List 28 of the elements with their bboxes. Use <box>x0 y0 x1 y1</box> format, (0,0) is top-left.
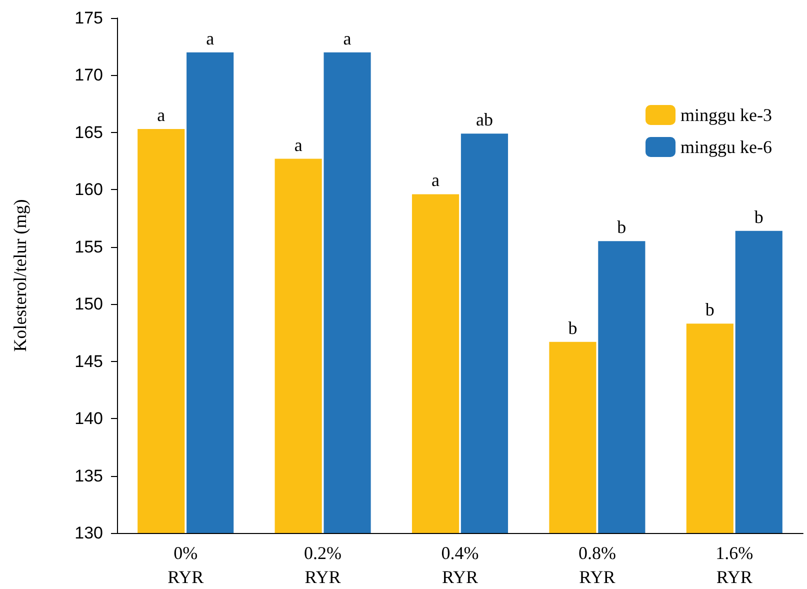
data-label: a <box>294 134 302 155</box>
data-label: b <box>617 217 626 238</box>
legend-label: minggu ke-3 <box>680 105 772 125</box>
data-label: ab <box>476 110 493 130</box>
x-tick-label: 0.4% RYR <box>441 543 479 587</box>
data-label: b <box>705 300 714 320</box>
y-tick-label: 140 <box>74 409 103 428</box>
y-tick-label: 175 <box>74 8 103 28</box>
x-tick-label: 1.6% RYR <box>716 543 754 587</box>
x-tick-label: 0.2% RYR <box>304 543 342 587</box>
y-tick-label: 135 <box>74 466 103 486</box>
legend-label: minggu ke-6 <box>680 137 772 157</box>
y-tick-label: 170 <box>74 66 103 85</box>
data-label: b <box>754 206 764 227</box>
x-tick-label: 0% RYR <box>168 543 204 587</box>
data-label: a <box>206 28 214 48</box>
y-tick-label: 150 <box>74 294 103 314</box>
y-tick-label: 160 <box>74 180 103 200</box>
data-label: b <box>568 318 578 338</box>
y-tick-label: 165 <box>74 122 103 142</box>
data-label: a <box>343 28 352 48</box>
x-tick-label: 0.8% RYR <box>578 543 616 587</box>
y-tick-label: 130 <box>74 524 103 542</box>
y-tick-label: 155 <box>74 237 103 256</box>
y-tick-label: 145 <box>74 352 103 371</box>
data-label: a <box>157 105 166 126</box>
data-label: a <box>432 170 440 190</box>
y-axis-title: Kolesterol/telur (mg) <box>10 199 30 352</box>
